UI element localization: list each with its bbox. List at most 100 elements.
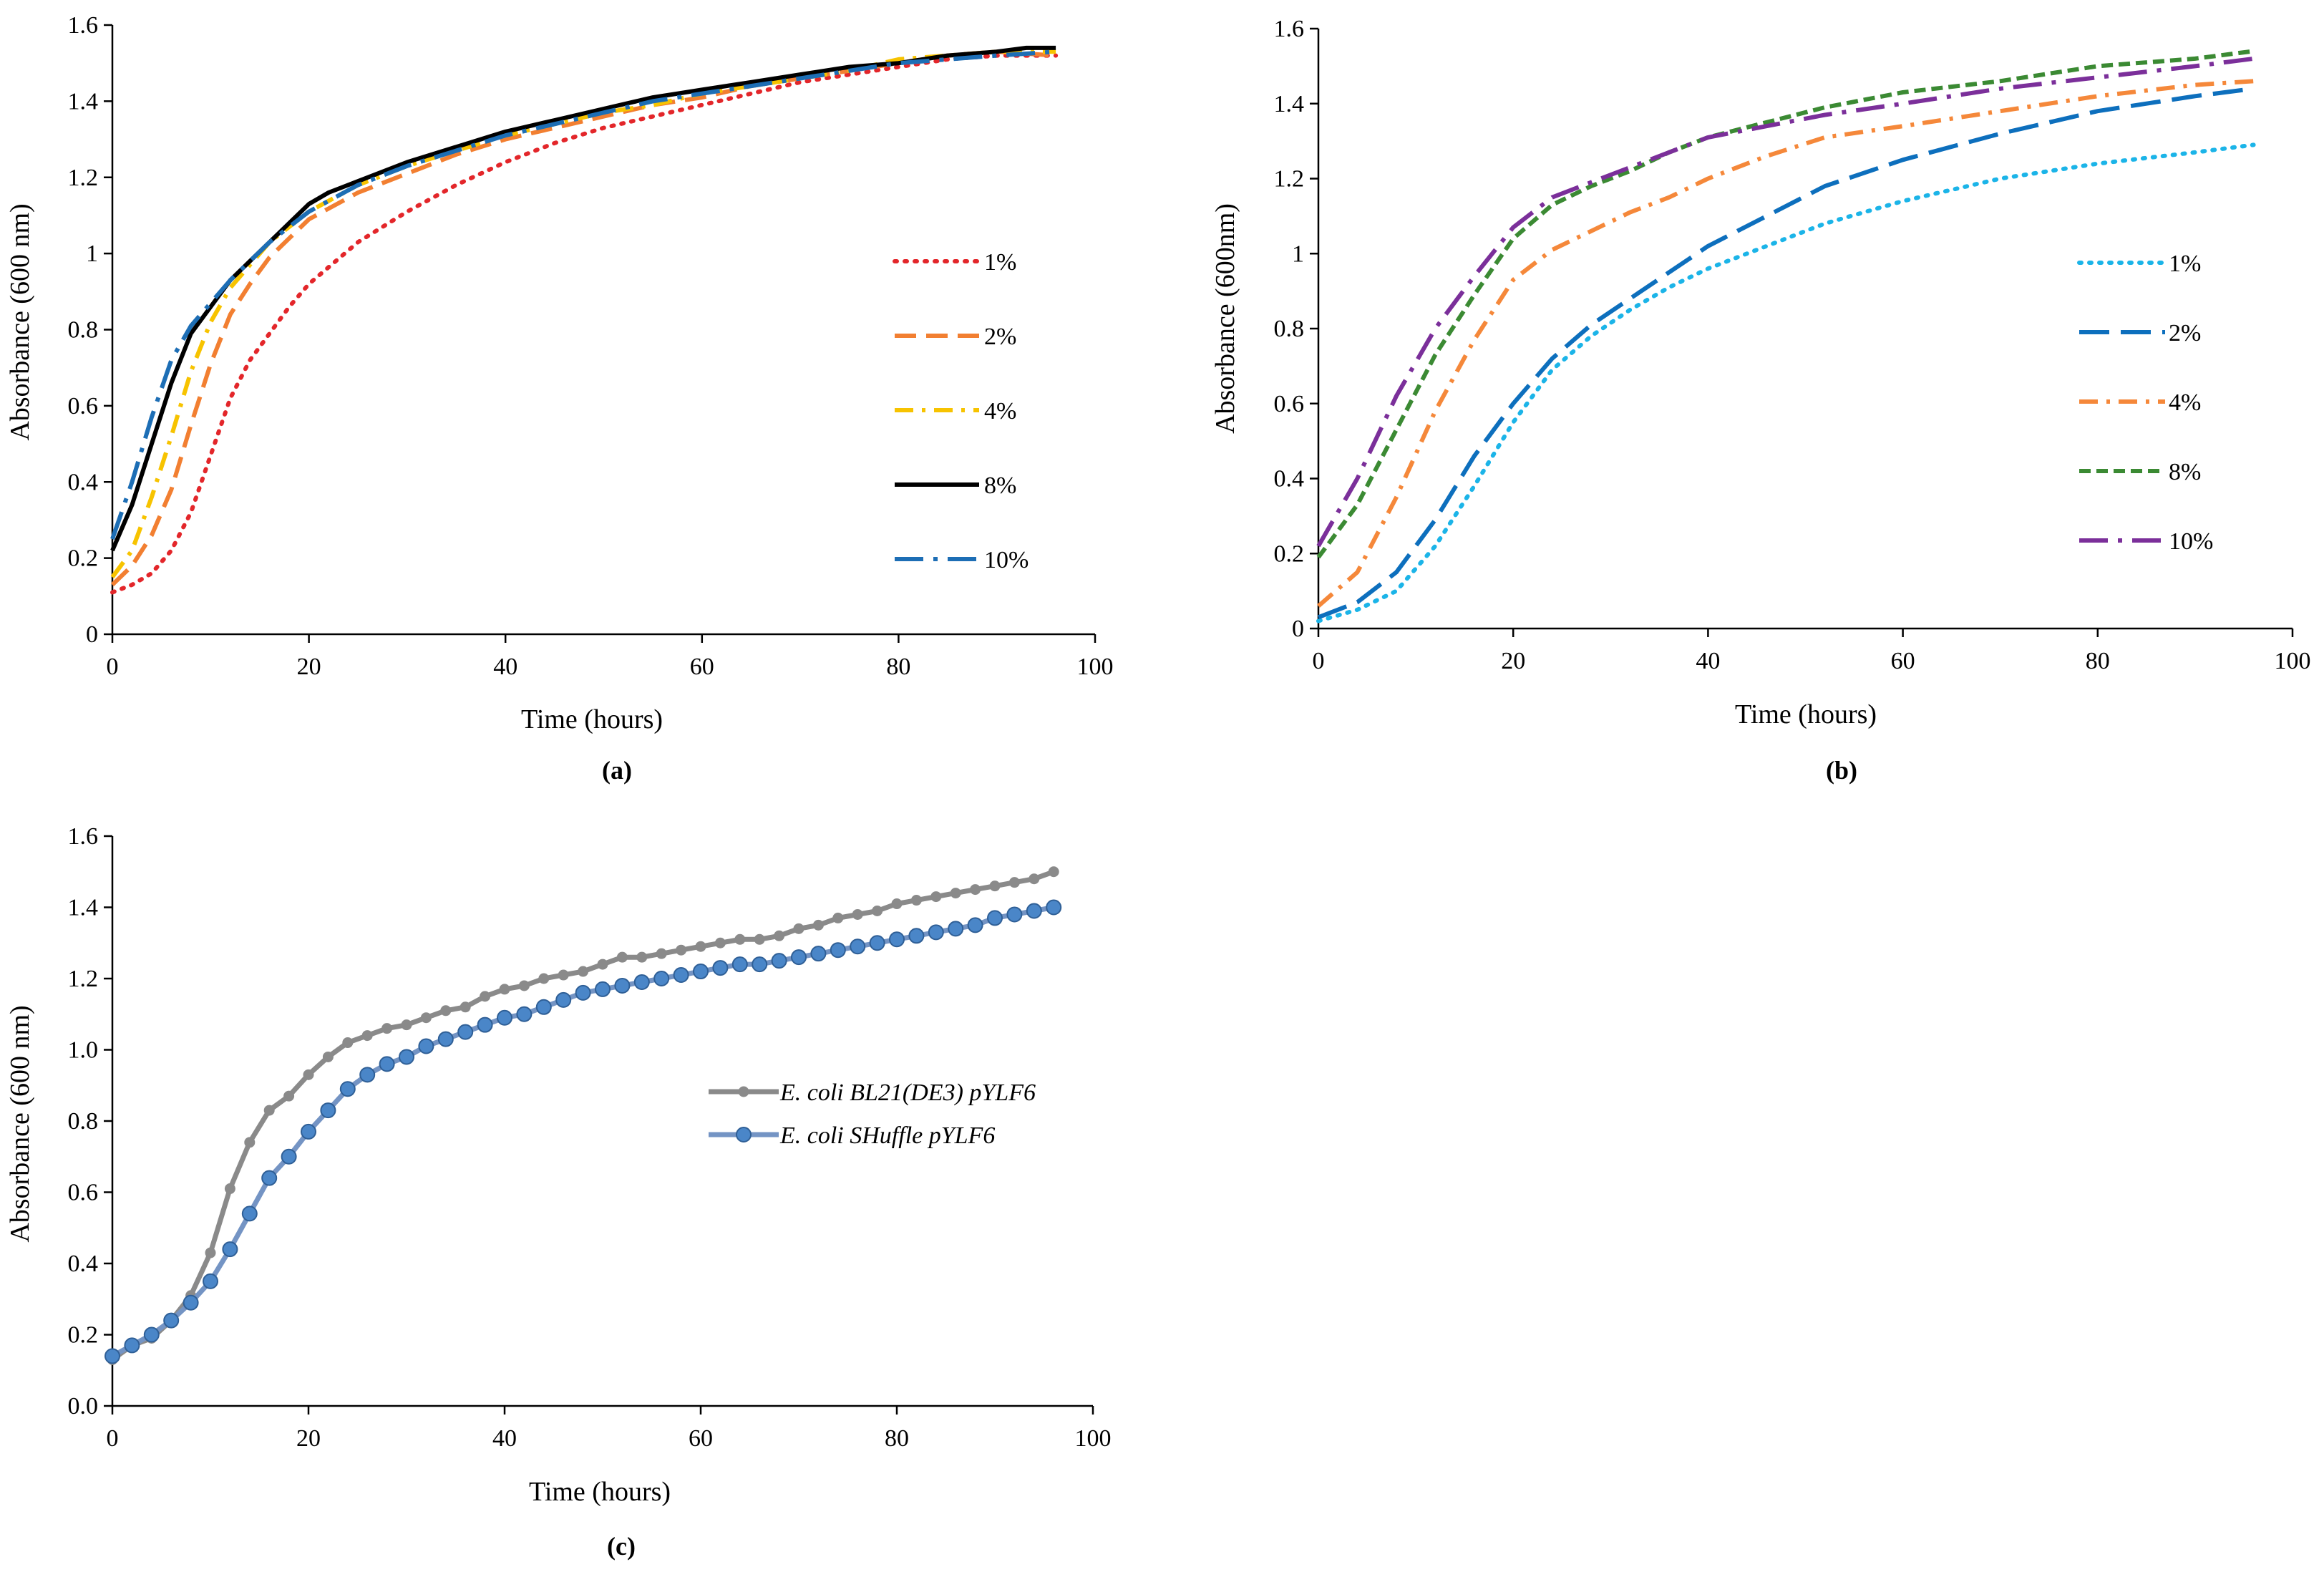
data-point (830, 942, 846, 959)
data-point (339, 1081, 356, 1097)
data-point (910, 895, 922, 906)
y-tick-label: 0.6 (1274, 391, 1305, 417)
legend-label: 8% (2169, 459, 2201, 485)
data-point (183, 1294, 199, 1311)
legend-label: 4% (984, 398, 1016, 424)
data-point (771, 953, 787, 969)
panel-b-ylabel: Absorbance (600nm) (1210, 203, 1240, 434)
data-point (948, 921, 964, 937)
panel-b: 0 0.2 0.4 0.6 0.8 1 1.2 1.4 1.6 0 20 40 60 80 100 1% 2% 4… (1274, 16, 2311, 674)
data-point (379, 1056, 395, 1072)
data-point (381, 1023, 393, 1034)
legend-label: 4% (2169, 389, 2201, 416)
x-tick-label: 40 (492, 1425, 517, 1452)
data-point (673, 967, 689, 984)
y-tick-label: 1.0 (68, 1037, 99, 1064)
y-tick-label: 1.4 (68, 88, 99, 115)
data-point (124, 1337, 140, 1354)
legend-label: 2% (984, 324, 1016, 350)
y-tick-label: 1.6 (68, 12, 99, 39)
panel-a: 0 0.2 0.4 0.6 0.8 1 1.2 1.4 1.6 0 20 40 60 80 100 1% 2% 4… (68, 12, 1114, 680)
data-point (1029, 873, 1040, 885)
series-line-3 (110, 49, 1056, 578)
x-tick-label: 20 (296, 1425, 321, 1452)
x-tick-label: 80 (886, 654, 910, 680)
data-point (616, 951, 628, 963)
series-line-5 (110, 49, 1056, 540)
data-point (301, 1123, 316, 1140)
data-point (872, 905, 883, 916)
y-tick-label: 0.2 (68, 1322, 99, 1349)
data-point (322, 1051, 334, 1062)
data-point (342, 1037, 354, 1049)
y-tick-label: 0.8 (1274, 316, 1305, 342)
data-point (714, 937, 726, 948)
y-tick-label: 1.2 (68, 966, 99, 992)
data-point (538, 973, 550, 984)
data-point (967, 917, 983, 933)
data-point (401, 1019, 412, 1031)
x-tick-label: 0 (107, 654, 119, 680)
data-point (1006, 906, 1023, 923)
data-point (852, 908, 863, 920)
data-point (480, 991, 491, 1002)
x-tick-label: 40 (493, 654, 517, 680)
data-point (420, 1012, 432, 1024)
y-tick-label: 0.6 (68, 393, 99, 419)
data-point (891, 898, 903, 910)
data-point (693, 964, 709, 980)
data-point (516, 1006, 533, 1022)
panel-a-xlabel: Time (hours) (521, 704, 663, 734)
panel-a-label: (a) (602, 756, 632, 785)
data-point (163, 1312, 180, 1329)
legend-label: 10% (984, 547, 1029, 573)
data-point (283, 1090, 295, 1102)
y-tick-label: 0.4 (68, 1251, 99, 1277)
data-point (518, 980, 530, 991)
x-tick-label: 0 (1313, 648, 1325, 674)
data-point (970, 884, 981, 896)
data-point (222, 1241, 238, 1258)
x-tick-label: 20 (1501, 648, 1525, 674)
data-point (869, 935, 885, 951)
x-tick-label: 100 (2275, 648, 2311, 674)
data-point (203, 1273, 218, 1289)
data-point (477, 1017, 493, 1033)
legend-label: 2% (2169, 320, 2201, 346)
data-point (908, 928, 925, 944)
data-point (205, 1247, 216, 1258)
y-tick-label: 0.2 (68, 545, 99, 572)
data-point (457, 1024, 474, 1040)
y-tick-label: 1 (1292, 241, 1304, 267)
panel-c-ylabel: Absorbance (600 nm) (5, 1005, 35, 1242)
data-point (614, 977, 631, 994)
legend-label: 10% (2169, 528, 2213, 555)
data-point (889, 931, 905, 948)
data-point (752, 956, 768, 973)
panel-c-xlabel: Time (hours) (529, 1477, 671, 1507)
series-line-3 (1317, 79, 2254, 608)
data-point (303, 1069, 314, 1080)
y-tick-label: 1.2 (68, 165, 99, 191)
y-tick-label: 0.4 (68, 469, 99, 495)
data-point (928, 924, 944, 941)
y-tick-label: 1.6 (1274, 16, 1305, 42)
data-point (653, 971, 670, 986)
legend-label: 8% (984, 472, 1016, 499)
series-line-1 (110, 53, 1059, 595)
data-point (437, 1031, 454, 1047)
data-point (676, 944, 687, 956)
data-point (1046, 899, 1062, 916)
y-tick-label: 1.6 (68, 823, 99, 850)
x-tick-label: 40 (1696, 648, 1720, 674)
legend-label: E. coli SHuffle pYLF6 (779, 1122, 995, 1149)
data-point (575, 984, 591, 1001)
y-tick-label: 1.4 (68, 895, 99, 921)
y-tick-label: 0.2 (1274, 540, 1305, 567)
legend-marker (736, 1127, 752, 1142)
legend-label: 1% (984, 249, 1016, 276)
x-tick-label: 60 (1891, 648, 1915, 674)
series-line-1 (1316, 142, 2256, 624)
y-tick-label: 0 (1292, 616, 1304, 642)
data-point (320, 1102, 336, 1119)
